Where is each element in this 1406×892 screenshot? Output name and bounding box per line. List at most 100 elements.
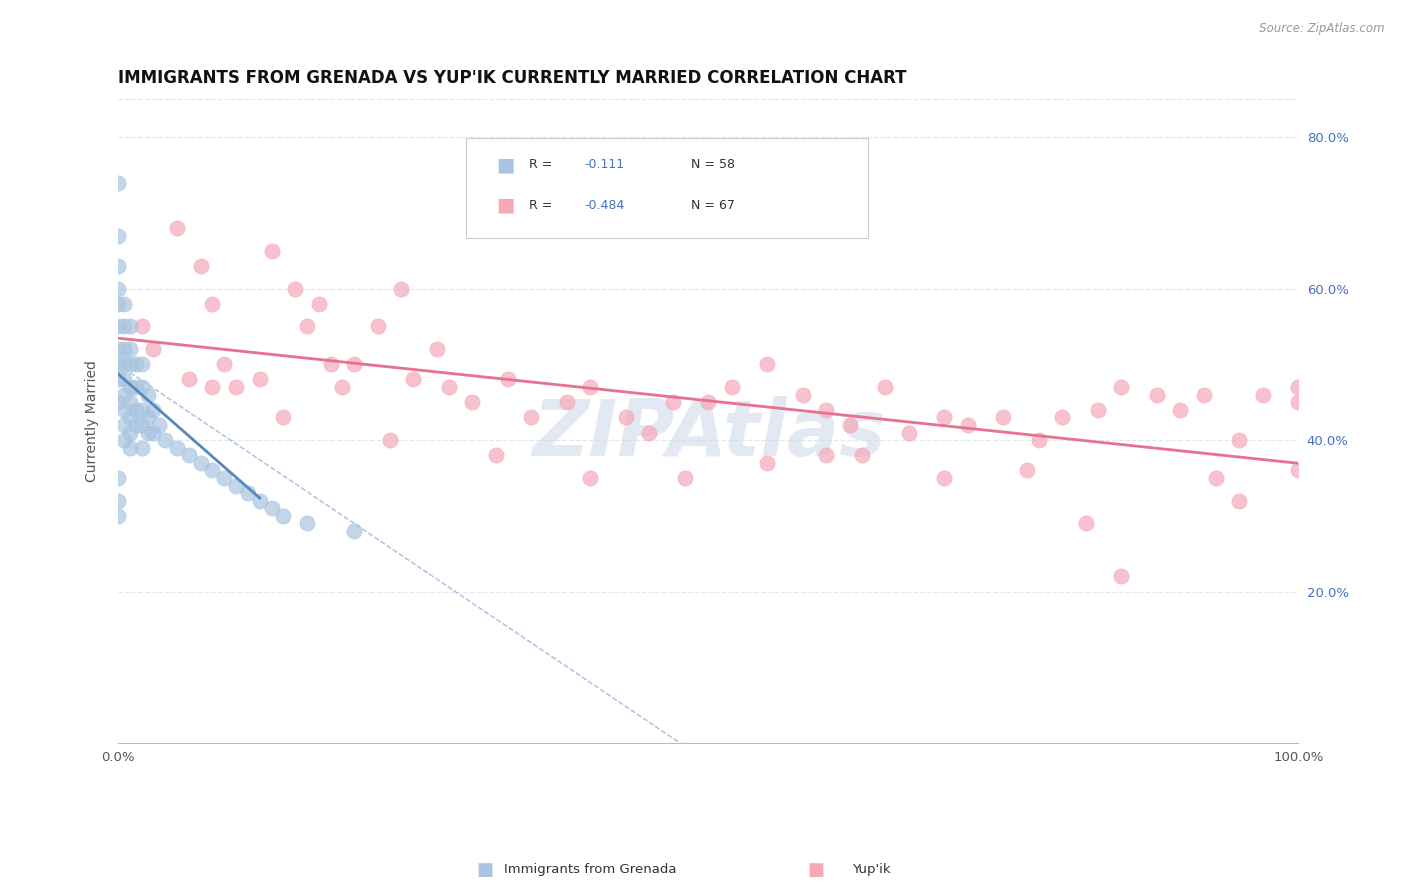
- Point: [107, 297, 129, 311]
- Point: [1205, 471, 1227, 485]
- Point: [1146, 387, 1168, 401]
- Point: [295, 319, 318, 334]
- Point: [1111, 569, 1133, 583]
- Point: [579, 380, 602, 394]
- Text: Immigrants from Grenada: Immigrants from Grenada: [505, 863, 676, 876]
- Point: [284, 282, 307, 296]
- Point: [367, 319, 389, 334]
- Point: [177, 372, 200, 386]
- Point: [107, 228, 129, 243]
- Point: [236, 486, 259, 500]
- Point: [934, 410, 956, 425]
- Point: [201, 297, 224, 311]
- Point: [579, 471, 602, 485]
- Point: [107, 395, 129, 409]
- Point: [260, 501, 283, 516]
- Point: [190, 456, 212, 470]
- Point: [131, 319, 153, 334]
- Point: [1229, 433, 1251, 447]
- Point: [201, 463, 224, 477]
- Point: [131, 441, 153, 455]
- Point: [125, 417, 148, 432]
- Point: [721, 380, 744, 394]
- Point: [249, 372, 271, 386]
- Point: [142, 425, 165, 440]
- Text: ■: ■: [496, 155, 515, 174]
- Point: [107, 259, 129, 273]
- Point: [330, 380, 353, 394]
- FancyBboxPatch shape: [467, 138, 868, 237]
- Text: ■: ■: [477, 861, 494, 879]
- Point: [118, 319, 141, 334]
- Point: [112, 402, 135, 417]
- Text: Source: ZipAtlas.com: Source: ZipAtlas.com: [1260, 22, 1385, 36]
- Point: [136, 425, 159, 440]
- Point: [496, 372, 519, 386]
- Point: [166, 221, 188, 235]
- Point: [756, 456, 779, 470]
- Point: [249, 493, 271, 508]
- Text: -0.484: -0.484: [585, 199, 624, 212]
- Point: [1087, 402, 1109, 417]
- Point: [319, 357, 342, 371]
- Point: [956, 417, 979, 432]
- Point: [1251, 387, 1274, 401]
- Point: [107, 372, 129, 386]
- Point: [875, 380, 897, 394]
- Point: [934, 471, 956, 485]
- Point: [214, 471, 236, 485]
- Point: [112, 417, 135, 432]
- Text: IMMIGRANTS FROM GRENADA VS YUP'IK CURRENTLY MARRIED CORRELATION CHART: IMMIGRANTS FROM GRENADA VS YUP'IK CURREN…: [118, 69, 907, 87]
- Point: [125, 380, 148, 394]
- Point: [461, 395, 484, 409]
- Point: [107, 493, 129, 508]
- Point: [112, 319, 135, 334]
- Point: [214, 357, 236, 371]
- Point: [125, 402, 148, 417]
- Point: [107, 176, 129, 190]
- Point: [131, 417, 153, 432]
- Point: [118, 357, 141, 371]
- Text: N = 67: N = 67: [690, 199, 734, 212]
- Point: [166, 441, 188, 455]
- Point: [1028, 433, 1050, 447]
- Point: [897, 425, 920, 440]
- Point: [112, 433, 135, 447]
- Point: [142, 402, 165, 417]
- Point: [673, 471, 696, 485]
- Point: [295, 516, 318, 531]
- Text: ZIPAtlas: ZIPAtlas: [531, 396, 884, 472]
- Text: -0.111: -0.111: [585, 159, 624, 171]
- Text: N = 58: N = 58: [690, 159, 734, 171]
- Text: R =: R =: [529, 159, 553, 171]
- Point: [136, 410, 159, 425]
- Point: [107, 508, 129, 523]
- Point: [378, 433, 401, 447]
- Point: [1111, 380, 1133, 394]
- Point: [792, 387, 814, 401]
- Point: [107, 357, 129, 371]
- Point: [402, 372, 425, 386]
- Point: [112, 357, 135, 371]
- Point: [148, 417, 170, 432]
- Point: [107, 282, 129, 296]
- Text: R =: R =: [529, 199, 553, 212]
- Point: [1074, 516, 1097, 531]
- Point: [426, 342, 449, 356]
- Point: [437, 380, 460, 394]
- Point: [1170, 402, 1192, 417]
- Point: [756, 357, 779, 371]
- Point: [520, 410, 543, 425]
- Point: [1288, 463, 1310, 477]
- Point: [838, 417, 860, 432]
- Point: [190, 259, 212, 273]
- Point: [225, 380, 247, 394]
- Point: [343, 357, 366, 371]
- Text: ■: ■: [496, 196, 515, 215]
- Point: [1192, 387, 1215, 401]
- Point: [112, 387, 135, 401]
- Point: [1229, 493, 1251, 508]
- Point: [260, 244, 283, 258]
- Point: [201, 380, 224, 394]
- Point: [697, 395, 720, 409]
